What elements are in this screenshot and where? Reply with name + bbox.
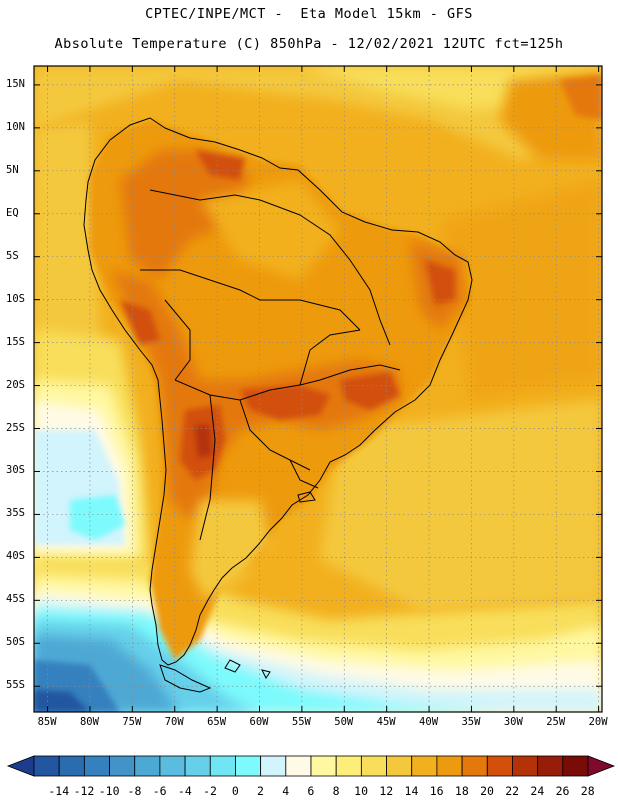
lat-tick-label: 5N	[6, 163, 19, 176]
lat-tick-label: 50S	[6, 636, 25, 649]
colorbar-label: -10	[98, 784, 120, 798]
map-frame	[33, 65, 603, 713]
colorbar-label: 2	[257, 784, 264, 798]
temperature-field	[34, 66, 602, 712]
lon-tick-label: 45W	[376, 716, 396, 728]
lon-tick-label: 55W	[291, 716, 311, 728]
colorbar-label: 12	[379, 784, 394, 798]
title-line-2: Absolute Temperature (C) 850hPa - 12/02/…	[54, 36, 564, 52]
colorbar-label: 26	[555, 784, 570, 798]
coastline-borders	[83, 117, 473, 693]
lat-tick-label: 5S	[6, 249, 19, 262]
colorbar-label: 10	[354, 784, 369, 798]
colorbar-swatch	[83, 755, 110, 777]
colorbar-swatch	[260, 755, 287, 777]
colorbar-min-arrow	[6, 755, 35, 777]
colorbar-label: 18	[454, 784, 469, 798]
colorbar-label: 20	[480, 784, 494, 798]
lat-tick-label: 15N	[6, 77, 25, 90]
colorbar-label: -8	[127, 784, 142, 798]
colorbar-swatch	[360, 755, 387, 777]
colorbar-swatch	[386, 755, 413, 777]
colorbar-swatch	[310, 755, 337, 777]
colorbar-label: 4	[282, 784, 290, 798]
title-line-1: CPTEC/INPE/MCT - Eta Model 15km - GFS	[145, 6, 473, 22]
colorbar-label: 22	[505, 784, 520, 798]
colorbar-swatch	[134, 755, 161, 777]
colorbar-swatch	[461, 755, 488, 777]
colorbar-label: -6	[152, 784, 167, 798]
colorbar-swatch	[411, 755, 438, 777]
lat-tick-label: EQ	[6, 206, 19, 219]
lon-tick-label: 70W	[164, 716, 184, 728]
lon-tick-label: 85W	[37, 716, 57, 728]
colorbar-swatch	[537, 755, 564, 777]
colorbar-max-arrow	[587, 755, 616, 777]
colorbar-swatch	[235, 755, 262, 777]
colorbar-swatch	[184, 755, 211, 777]
lon-tick-label: 80W	[79, 716, 99, 728]
lat-tick-label: 20S	[6, 378, 25, 391]
colorbar-swatch	[33, 755, 60, 777]
colorbar-swatch	[335, 755, 362, 777]
lon-tick-label: 30W	[503, 716, 523, 728]
colorbar-swatch	[486, 755, 513, 777]
colorbar-swatch	[512, 755, 539, 777]
axis-ticks	[34, 66, 602, 712]
colorbar-label: -12	[73, 784, 95, 798]
colorbar-label: 24	[530, 784, 545, 798]
colorbar-label: -14	[48, 784, 70, 798]
colorbar-label: -4	[177, 784, 192, 798]
lat-tick-label: 10N	[6, 120, 25, 133]
colorbar-label: 14	[404, 784, 419, 798]
lon-tick-label: 40W	[419, 716, 439, 728]
colorbar-label: 6	[307, 784, 315, 798]
colorbar-label: 16	[429, 784, 444, 798]
lat-tick-label: 25S	[6, 421, 25, 434]
lon-tick-label: 50W	[334, 716, 354, 728]
lat-tick-label: 40S	[6, 550, 25, 563]
lon-tick-label: 60W	[249, 716, 269, 728]
lat-tick-label: 45S	[6, 593, 25, 606]
lat-tick-label: 15S	[6, 335, 25, 348]
lon-tick-label: 75W	[122, 716, 142, 728]
lat-tick-label: 55S	[6, 679, 25, 692]
colorbar-swatch	[58, 755, 85, 777]
lon-tick-label: 35W	[461, 716, 481, 728]
colorbar-swatch	[109, 755, 136, 777]
colorbar-swatch	[436, 755, 463, 777]
graticule	[34, 66, 602, 712]
colorbar-label: 0	[231, 784, 239, 798]
lon-tick-label: 25W	[546, 716, 566, 728]
colorbar-label: 28	[580, 784, 595, 798]
colorbar-swatch	[285, 755, 312, 777]
colorbar-label: 8	[332, 784, 340, 798]
colorbar	[6, 755, 616, 777]
lon-tick-label: 20W	[588, 716, 608, 728]
colorbar-swatch	[159, 755, 186, 777]
colorbar-swatch	[562, 755, 589, 777]
lat-tick-label: 35S	[6, 507, 25, 520]
lat-tick-label: 10S	[6, 292, 25, 305]
lat-tick-label: 30S	[6, 464, 25, 477]
lon-tick-label: 65W	[207, 716, 227, 728]
colorbar-swatch	[209, 755, 236, 777]
colorbar-label: -2	[203, 784, 217, 798]
